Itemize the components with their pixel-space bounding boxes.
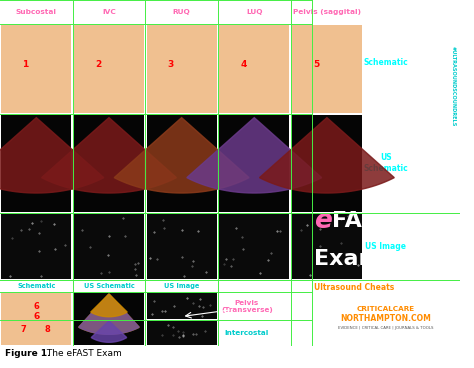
Text: Exam: Exam	[314, 250, 382, 269]
Bar	[74, 115, 144, 212]
Text: Schematic: Schematic	[364, 58, 408, 67]
Bar	[74, 293, 144, 345]
Text: 5: 5	[313, 60, 319, 69]
Text: ⁀: ⁀	[316, 339, 324, 349]
Text: RUQ: RUQ	[173, 9, 191, 15]
Text: FAST: FAST	[331, 211, 392, 231]
Bar	[292, 115, 362, 212]
Bar	[1, 214, 71, 279]
Text: US Image: US Image	[164, 283, 199, 289]
Bar	[146, 115, 217, 212]
Text: Ultrasound Cheats: Ultrasound Cheats	[314, 283, 394, 291]
Text: #ULTRASOUNDSCOUNDRELS: #ULTRASOUNDSCOUNDRELS	[450, 46, 456, 127]
Bar	[74, 25, 144, 113]
Text: 8: 8	[45, 325, 50, 334]
Text: CRITICALCARE: CRITICALCARE	[357, 305, 415, 312]
Bar	[146, 293, 217, 319]
Text: e: e	[314, 208, 332, 234]
Bar	[1, 295, 71, 345]
Text: NORTHAMPTON.COM: NORTHAMPTON.COM	[340, 314, 431, 323]
Polygon shape	[79, 294, 139, 334]
Polygon shape	[114, 118, 249, 193]
Text: 6: 6	[33, 312, 39, 321]
Text: @wilkinsonjonny: @wilkinsonjonny	[326, 342, 378, 347]
Bar	[219, 214, 289, 279]
Bar	[146, 25, 217, 113]
Bar	[74, 214, 144, 279]
Text: 3: 3	[168, 60, 174, 69]
Text: Figure 1.: Figure 1.	[5, 349, 50, 358]
Text: Pelvis
(Transverse): Pelvis (Transverse)	[221, 300, 273, 313]
Text: Intercostal: Intercostal	[225, 330, 269, 336]
Text: 2: 2	[95, 60, 101, 69]
Polygon shape	[42, 118, 176, 193]
Text: 4: 4	[240, 60, 246, 69]
Bar	[314, 301, 451, 336]
Polygon shape	[91, 321, 127, 342]
Text: US
Schematic: US Schematic	[364, 153, 408, 173]
Polygon shape	[187, 118, 322, 193]
Bar	[146, 321, 217, 345]
Bar	[74, 293, 144, 319]
Polygon shape	[259, 118, 394, 193]
Bar	[1, 25, 71, 113]
Bar	[219, 25, 289, 113]
Bar	[292, 214, 362, 279]
Text: LUQ: LUQ	[246, 9, 263, 15]
Text: 1: 1	[22, 60, 28, 69]
Bar	[1, 293, 71, 345]
Bar	[292, 25, 362, 113]
Text: EVIDENCE | CRITICAL CARE | JOURNALS & TOOLS: EVIDENCE | CRITICAL CARE | JOURNALS & TO…	[338, 326, 434, 330]
Polygon shape	[79, 294, 139, 334]
Text: Pelvis (saggital): Pelvis (saggital)	[293, 9, 361, 15]
Text: US Schematic: US Schematic	[83, 283, 134, 289]
Text: IVC: IVC	[102, 9, 116, 15]
Bar	[146, 214, 217, 279]
Text: 6: 6	[33, 302, 39, 311]
Polygon shape	[91, 294, 127, 317]
Text: 7: 7	[20, 325, 26, 334]
Text: Subcostal: Subcostal	[16, 9, 57, 15]
Bar	[219, 115, 289, 212]
Bar	[1, 115, 71, 212]
Bar	[74, 321, 144, 345]
Text: The eFAST Exam: The eFAST Exam	[44, 349, 121, 358]
Polygon shape	[0, 118, 104, 193]
Text: US Image: US Image	[365, 242, 406, 251]
Text: Schematic: Schematic	[17, 283, 55, 289]
Bar	[1, 293, 71, 319]
